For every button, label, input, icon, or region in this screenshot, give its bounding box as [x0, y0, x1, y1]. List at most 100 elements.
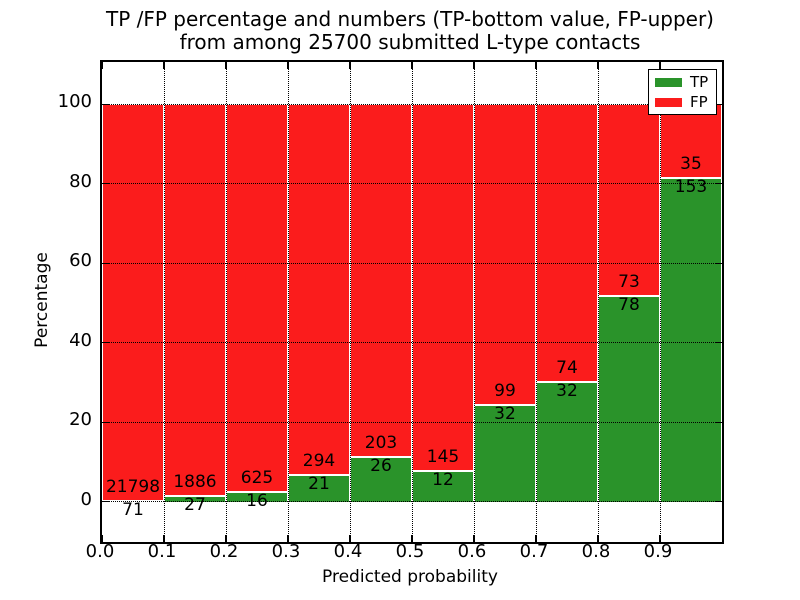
plot-area: TP FP 21798 71 1886 27 625 16 294 21 203 26 145 12 99…	[100, 60, 724, 544]
y-axis-tick	[102, 262, 109, 264]
y-tick-label: 20	[69, 409, 92, 431]
tp-bar-segment	[536, 381, 598, 502]
v-gridline	[535, 62, 537, 542]
tp-bar-segment	[660, 178, 722, 502]
fp-count-label: 203	[364, 432, 398, 453]
tp-count-label: 16	[246, 490, 268, 511]
x-axis-tick	[101, 535, 103, 542]
fp-count-label: 35	[680, 154, 702, 175]
fp-bar-segment	[288, 104, 350, 476]
x-tick-label: 0.1	[147, 541, 177, 562]
tp-bar-segment	[474, 404, 536, 502]
y-axis-tick	[102, 342, 109, 344]
x-axis-tick	[287, 535, 289, 542]
y-tick-label: 60	[69, 250, 92, 272]
y-tick-label: 0	[80, 488, 92, 510]
tp-count-label: 71	[122, 499, 144, 520]
tp-count-label: 21	[308, 474, 330, 495]
x-tick-label: 0.8	[581, 541, 611, 562]
v-gridline	[473, 62, 475, 542]
x-tick-label: 0.4	[333, 541, 363, 562]
y-tick-label: 40	[69, 329, 92, 351]
fp-bar-segment	[102, 104, 164, 501]
x-axis-tick	[535, 535, 537, 542]
x-tick-label: 0.9	[643, 541, 673, 562]
v-gridline	[163, 62, 165, 542]
tp-count-label: 12	[432, 470, 454, 491]
legend: TP FP	[648, 69, 717, 115]
fp-bar-segment	[536, 104, 598, 382]
x-axis-tick	[473, 535, 475, 542]
x-axis-tick	[597, 535, 599, 542]
y-axis-tick	[102, 501, 109, 503]
x-axis-tick	[101, 62, 103, 69]
y-axis-tick	[102, 103, 109, 105]
tp-bar-segment	[288, 475, 350, 502]
v-gridline	[225, 62, 227, 542]
fp-count-label: 73	[618, 272, 640, 293]
x-axis-tick	[659, 62, 661, 69]
x-axis-tick	[349, 535, 351, 542]
legend-row: FP	[655, 95, 716, 110]
fp-count-label: 625	[240, 467, 274, 488]
x-axis-label: Predicted probability	[322, 567, 498, 587]
v-gridline	[287, 62, 289, 542]
tp-bar-segment	[350, 456, 412, 502]
v-gridline	[659, 62, 661, 542]
chart-title-line1: TP /FP percentage and numbers (TP-bottom…	[106, 7, 714, 31]
y-axis-tick	[715, 501, 722, 503]
x-tick-label: 0.2	[209, 541, 239, 562]
y-axis-tick	[715, 103, 722, 105]
x-tick-label: 0.5	[395, 541, 425, 562]
v-gridline	[411, 62, 413, 542]
v-gridline	[597, 62, 599, 542]
chart-title: TP /FP percentage and numbers (TP-bottom…	[100, 8, 720, 54]
y-axis-tick	[715, 342, 722, 344]
legend-label: FP	[690, 93, 708, 111]
y-tick-label: 80	[69, 170, 92, 192]
fp-bar-segment	[660, 104, 722, 179]
fp-bar-segment	[412, 104, 474, 472]
fp-count-label: 294	[302, 451, 336, 472]
x-axis-tick	[225, 62, 227, 69]
fp-count-label: 21798	[105, 476, 161, 497]
fp-count-label: 145	[426, 447, 460, 468]
fp-count-label: 74	[556, 357, 578, 378]
tp-count-label: 32	[556, 380, 578, 401]
x-axis-tick	[163, 62, 165, 69]
x-axis-tick	[535, 62, 537, 69]
fp-bar-segment	[226, 104, 288, 492]
x-tick-label: 0.3	[271, 541, 301, 562]
y-axis-tick	[715, 183, 722, 185]
v-gridline	[349, 62, 351, 542]
y-axis-tick	[715, 262, 722, 264]
x-axis-tick	[349, 62, 351, 69]
x-axis-tick	[473, 62, 475, 69]
x-tick-label: 0.7	[519, 541, 549, 562]
fp-bar-segment	[164, 104, 226, 497]
x-axis-tick	[411, 535, 413, 542]
y-axis-tick	[102, 183, 109, 185]
fp-bar-segment	[598, 104, 660, 297]
x-axis-tick	[659, 535, 661, 542]
tp-count-label: 153	[674, 177, 708, 198]
y-tick-label: 100	[57, 91, 92, 113]
tp-count-label: 26	[370, 455, 392, 476]
tp-count-label: 78	[618, 295, 640, 316]
tp-count-label: 27	[184, 495, 206, 516]
tp-bar-segment	[412, 471, 474, 502]
tp-bar-segment	[598, 296, 660, 502]
y-axis-tick	[715, 421, 722, 423]
chart-title-line2: from among 25700 submitted L-type contac…	[179, 30, 641, 54]
x-axis-tick	[225, 535, 227, 542]
y-axis-tick	[102, 421, 109, 423]
fp-legend-swatch	[655, 98, 682, 107]
x-axis-tick	[287, 62, 289, 69]
fp-count-label: 99	[494, 380, 516, 401]
legend-label: TP	[690, 73, 709, 91]
tp-count-label: 32	[494, 403, 516, 424]
x-tick-label: 0.6	[457, 541, 487, 562]
x-axis-tick	[597, 62, 599, 69]
fp-count-label: 1886	[173, 472, 217, 493]
